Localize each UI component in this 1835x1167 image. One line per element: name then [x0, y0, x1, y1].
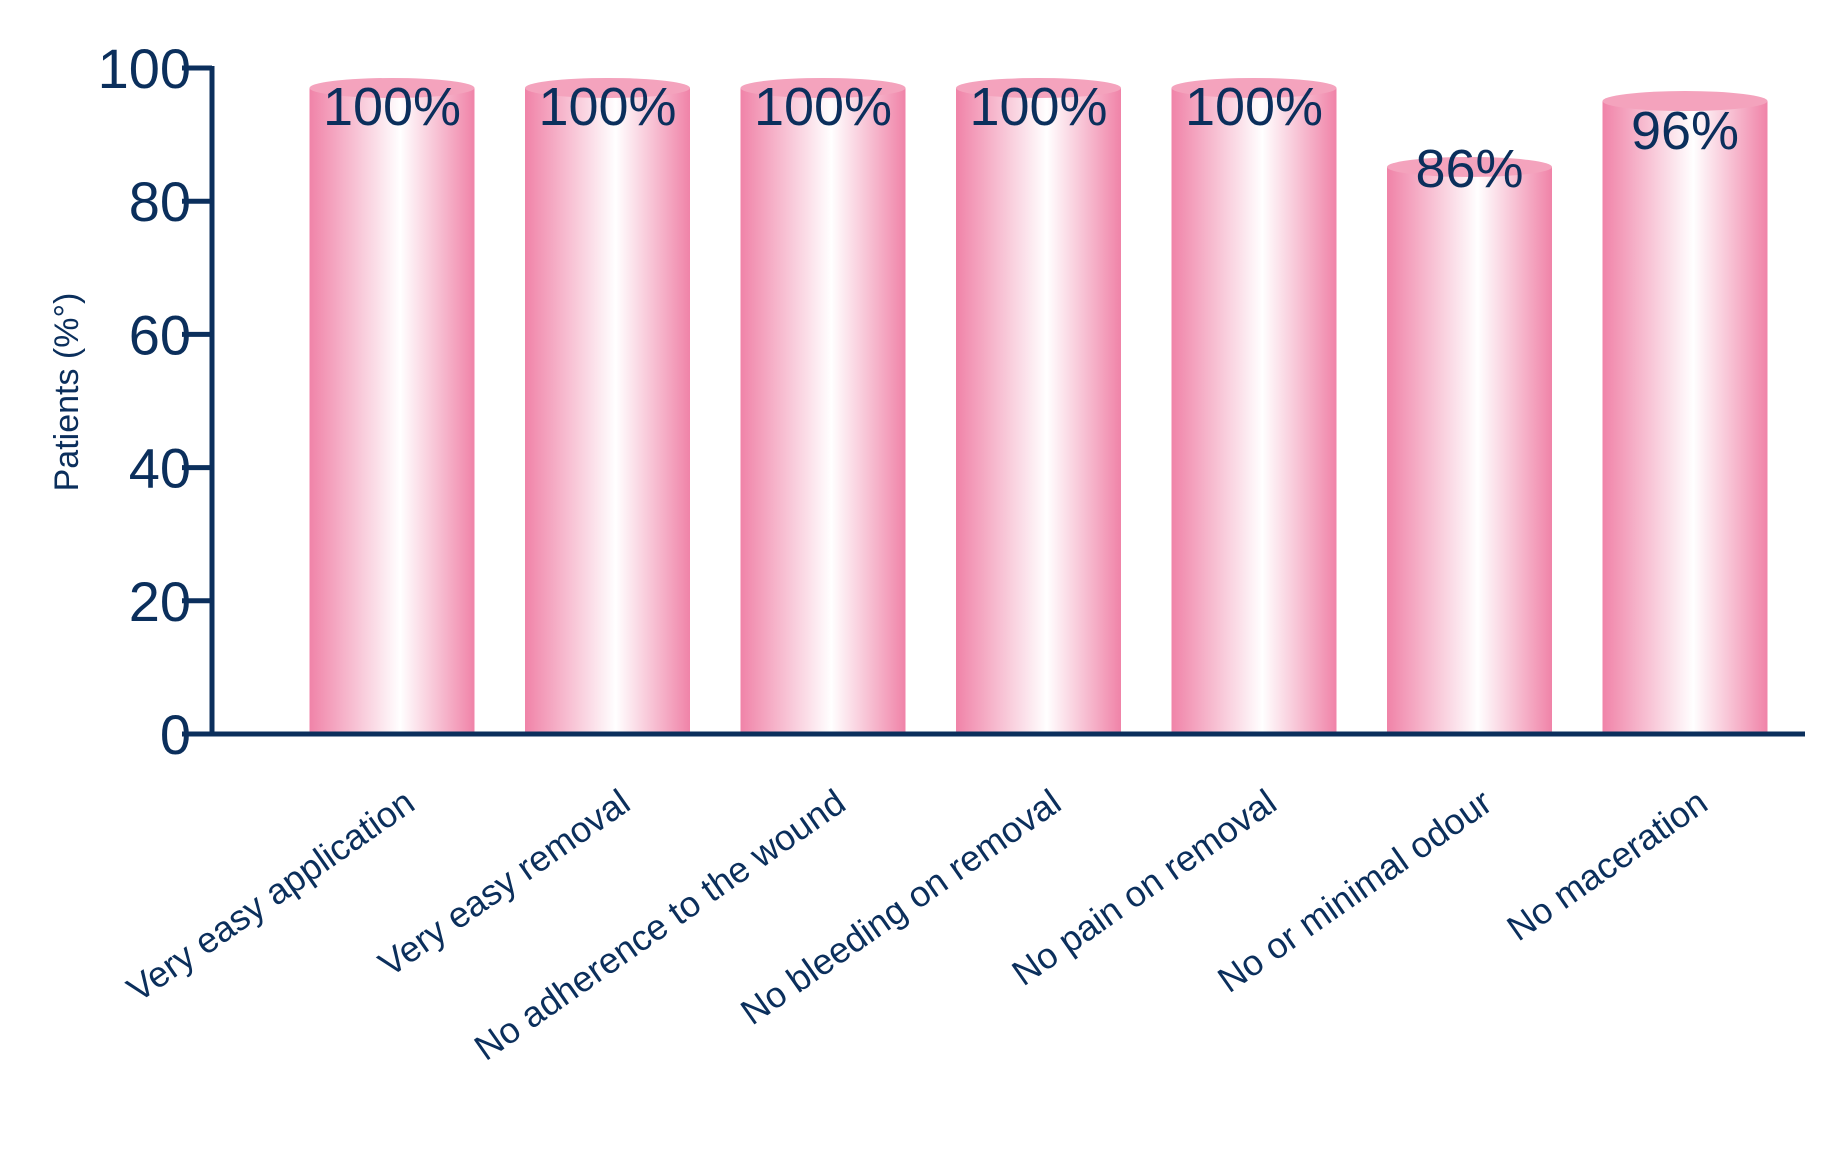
category-label: Very easy application — [119, 781, 421, 1010]
bar-cap — [956, 77, 1121, 98]
value-label: 100% — [323, 77, 461, 137]
bars-layer — [309, 77, 1768, 735]
y-axis-title: Patients (%°) — [48, 293, 86, 492]
value-labels: 100% 100% 100% 100% 100% 86% 96% — [323, 77, 1739, 199]
value-label: 100% — [754, 77, 892, 137]
bar-cap — [309, 77, 475, 98]
bar-cap — [1171, 77, 1337, 98]
y-tick-label: 100 — [98, 37, 191, 100]
bar-cap — [525, 77, 690, 98]
value-label: 86% — [1415, 139, 1523, 199]
y-ticks: 0 20 40 60 80 100 — [98, 37, 212, 766]
bar — [525, 87, 690, 735]
value-label: 96% — [1631, 101, 1739, 161]
category-label: No adherence to the wound — [467, 781, 853, 1068]
bar — [1171, 87, 1337, 735]
y-tick-label: 60 — [129, 303, 191, 366]
bar — [309, 87, 475, 735]
value-label: 100% — [969, 77, 1107, 137]
bar — [740, 87, 906, 735]
value-label: 100% — [1185, 77, 1323, 137]
y-tick-label: 80 — [129, 170, 191, 233]
axes-layer — [209, 66, 1805, 737]
bar — [1387, 166, 1552, 735]
y-tick-label: 0 — [160, 703, 191, 766]
bar-cap — [1602, 91, 1768, 112]
y-tick-label: 20 — [129, 570, 191, 633]
y-tick-label: 40 — [129, 437, 191, 500]
bar-cap — [740, 77, 906, 98]
category-label: No maceration — [1499, 781, 1714, 949]
bar-cap — [1387, 156, 1552, 177]
bar — [1602, 101, 1768, 735]
value-label: 100% — [538, 77, 676, 137]
bar — [956, 87, 1121, 735]
